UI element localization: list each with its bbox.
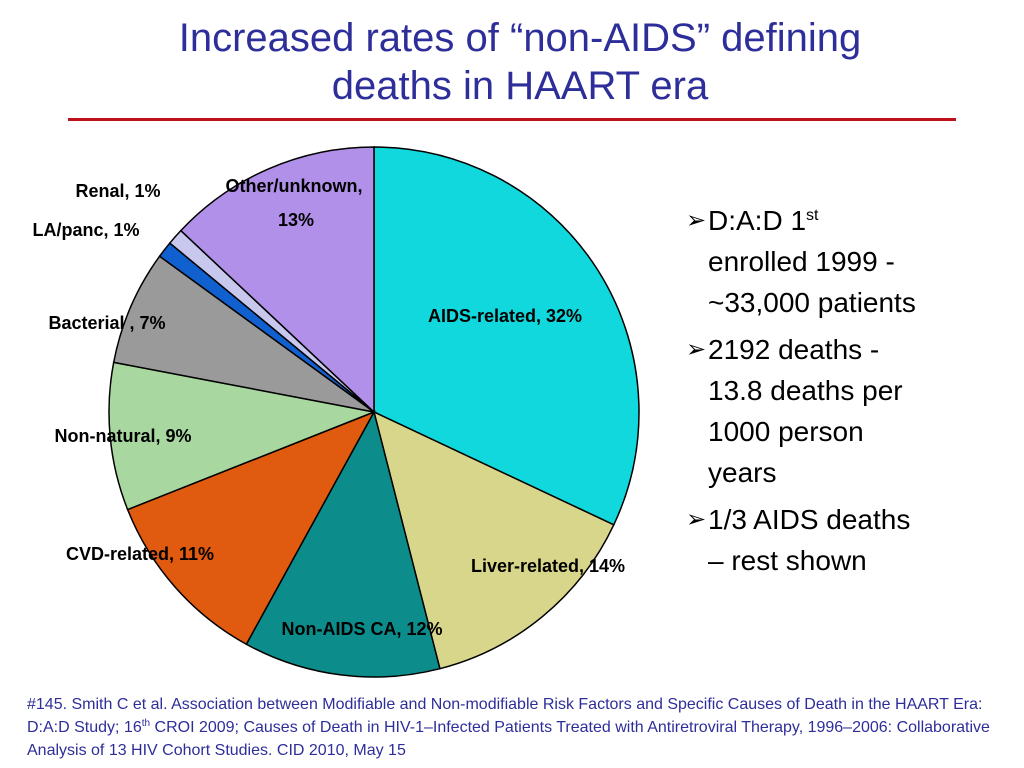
slide-title: Increased rates of “non-AIDS” defining d… bbox=[60, 14, 980, 110]
pie-slice-other-unknown bbox=[179, 146, 375, 414]
bullet-1-line-3: ~33,000 patients bbox=[708, 287, 916, 318]
bullet-item-aids-deaths: ➢ 1/3 AIDS deaths – rest shown bbox=[686, 499, 1006, 581]
title-divider bbox=[68, 118, 956, 121]
citation-footnote: #145. Smith C et al. Association between… bbox=[27, 693, 1002, 762]
label-aids-related: AIDS-related, 32% bbox=[428, 306, 582, 326]
footnote-superscript: th bbox=[141, 718, 151, 729]
bullet-2-line-3: 1000 person bbox=[708, 416, 864, 447]
bullet-2-line-2: 13.8 deaths per bbox=[708, 375, 903, 406]
bullet-list: ➢ D:A:D 1st enrolled 1999 - ~33,000 pati… bbox=[686, 200, 1006, 587]
pie-slice-non-natural bbox=[108, 361, 377, 511]
pie-slice-non-aids-ca bbox=[245, 409, 441, 678]
title-line-1: Increased rates of “non-AIDS” defining bbox=[178, 16, 862, 60]
bullet-item-dad: ➢ D:A:D 1st enrolled 1999 - ~33,000 pati… bbox=[686, 200, 1006, 323]
bullet-1-superscript: st bbox=[806, 207, 819, 224]
arrow-bullet-icon: ➢ bbox=[686, 506, 707, 533]
arrow-bullet-icon: ➢ bbox=[686, 336, 707, 363]
pie-slices bbox=[108, 146, 640, 678]
bullet-1-line-1: D:A:D 1 bbox=[708, 205, 807, 236]
pie-slice-bacterial bbox=[112, 255, 375, 413]
bullet-3-line-1: 1/3 AIDS deaths bbox=[708, 504, 911, 535]
bullet-2-line-4: years bbox=[708, 457, 777, 488]
label-bacterial: Bacterial , 7% bbox=[48, 313, 165, 333]
pie-slice-liver-related bbox=[372, 410, 615, 670]
label-other-unknown-line2: 13% bbox=[278, 210, 314, 230]
pie-slice-cvd-related bbox=[126, 410, 376, 646]
bullet-3-line-2: – rest shown bbox=[708, 545, 867, 576]
label-la-panc: LA/panc, 1% bbox=[32, 220, 139, 240]
footnote-part-1: #145. Smith C et al. Association between… bbox=[27, 696, 983, 736]
label-non-aids-ca: Non-AIDS CA, 12% bbox=[281, 619, 442, 639]
pie-labels: AIDS-related, 32% Liver-related, 14% Non… bbox=[32, 176, 625, 639]
label-cvd-related: CVD-related, 11% bbox=[66, 544, 214, 564]
label-non-natural: Non-natural, 9% bbox=[54, 426, 191, 446]
bullet-item-deaths: ➢ 2192 deaths - 13.8 deaths per 1000 per… bbox=[686, 329, 1006, 493]
label-liver-related: Liver-related, 14% bbox=[471, 556, 625, 576]
footnote-part-2: CROI 2009; Causes of Death in HIV-1–Infe… bbox=[27, 719, 990, 759]
bullet-2-line-1: 2192 deaths - bbox=[708, 334, 880, 365]
bullet-1-line-2: enrolled 1999 - bbox=[708, 246, 895, 277]
label-other-unknown-line1: Other/unknown, bbox=[226, 176, 363, 196]
arrow-bullet-icon: ➢ bbox=[686, 207, 707, 234]
pie-chart: AIDS-related, 32% Liver-related, 14% Non… bbox=[32, 146, 640, 678]
title-line-2: deaths in HAART era bbox=[331, 64, 709, 108]
label-renal: Renal, 1% bbox=[75, 181, 160, 201]
pie-slice-aids-related bbox=[373, 146, 640, 526]
